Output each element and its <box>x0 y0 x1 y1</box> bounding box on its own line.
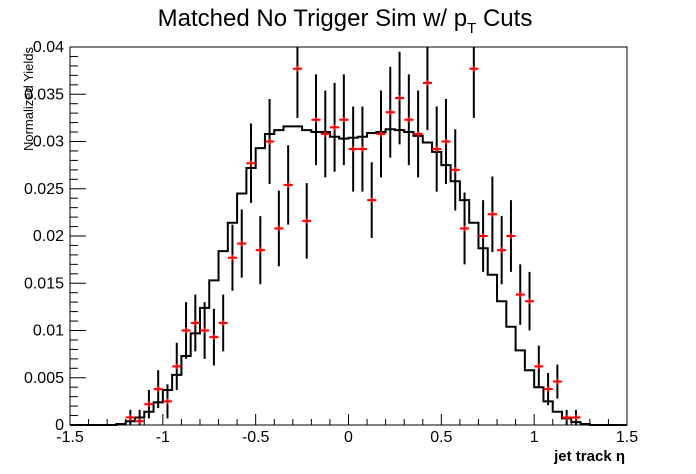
points-layer <box>125 47 581 425</box>
data-point <box>227 224 238 291</box>
data-point <box>367 162 377 238</box>
histogram-series <box>70 125 627 426</box>
data-point <box>283 145 293 225</box>
data-point <box>543 373 553 406</box>
data-point <box>469 47 479 118</box>
y-tick-label: 0.025 <box>24 181 64 198</box>
data-point <box>376 90 386 178</box>
chart-title-main: Matched No Trigger Sim w/ p <box>158 5 467 32</box>
data-point <box>348 106 358 192</box>
data-point <box>302 183 312 259</box>
data-point <box>506 200 516 272</box>
data-point <box>432 106 442 192</box>
data-point <box>125 409 135 425</box>
data-point <box>264 98 275 185</box>
data-point <box>459 192 470 265</box>
data-point <box>181 302 191 359</box>
data-point <box>190 294 200 352</box>
y-tick-label: 0.015 <box>24 275 64 292</box>
y-tick-label: 0.03 <box>33 134 64 151</box>
data-point <box>571 409 581 425</box>
y-axis-label: Normalized Yields <box>21 47 36 152</box>
data-point <box>404 74 414 166</box>
data-point <box>385 66 395 158</box>
data-point <box>292 47 303 118</box>
data-point <box>357 106 368 192</box>
data-point <box>172 342 182 391</box>
x-tick-label: -1.5 <box>56 429 84 446</box>
data-point <box>515 264 525 325</box>
data-point <box>237 209 247 278</box>
data-point <box>246 123 256 203</box>
data-point <box>478 200 488 272</box>
data-point <box>162 384 173 419</box>
x-tick-label: -1 <box>156 429 170 446</box>
chart-title-subscript: T <box>467 20 476 37</box>
data-point <box>135 409 145 425</box>
data-point <box>255 216 265 285</box>
x-tick-label: 0.5 <box>430 429 452 446</box>
data-point <box>497 216 507 285</box>
data-point <box>422 47 433 131</box>
data-point <box>487 176 497 253</box>
data-point <box>562 409 572 425</box>
data-point <box>524 271 535 331</box>
data-point <box>450 129 460 211</box>
data-point <box>153 370 163 408</box>
data-point <box>329 82 340 172</box>
x-tick-label: 0 <box>344 429 353 446</box>
data-point <box>274 190 284 267</box>
x-tick-label: 1 <box>530 429 539 446</box>
chart-title: Matched No Trigger Sim w/ pT Cuts <box>158 5 533 37</box>
histogram-layer <box>70 125 627 426</box>
data-point <box>552 364 562 399</box>
data-point <box>441 98 451 185</box>
data-point <box>209 308 219 366</box>
x-axis-label: jet track η <box>553 448 625 465</box>
axes: -1.5 -1 -0.5 0 0.5 1 1.5 0 0.005 0.01 0.015 0.02 0.0… <box>24 39 638 446</box>
y-tick-label: 0.04 <box>33 39 64 56</box>
y-tick-label: 0.005 <box>24 370 64 387</box>
y-tick-label: 0.01 <box>33 323 64 340</box>
y-tick-label: 0.02 <box>33 228 64 245</box>
y-tick-label: 0.035 <box>24 86 64 103</box>
x-tick-label: 1.5 <box>616 429 638 446</box>
data-point <box>320 90 330 178</box>
data-point <box>394 51 405 145</box>
plot-frame <box>69 46 628 426</box>
data-point <box>144 390 154 419</box>
data-point <box>534 345 544 388</box>
data-point <box>339 74 349 166</box>
data-point <box>200 302 210 359</box>
y-tick-label: 0 <box>55 417 64 434</box>
data-point <box>311 74 321 166</box>
data-point <box>218 294 228 352</box>
x-tick-label: -0.5 <box>242 429 270 446</box>
chart-title-suffix: Cuts <box>476 5 532 32</box>
data-point <box>413 90 423 178</box>
